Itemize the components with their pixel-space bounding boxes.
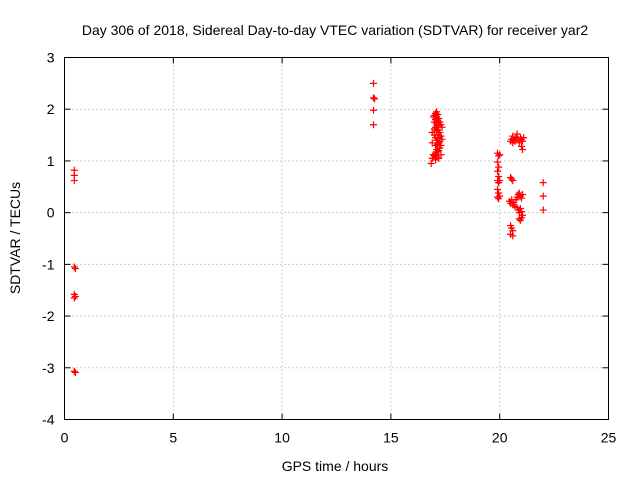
data-point [515,189,523,197]
data-point [494,185,502,193]
data-points [70,79,547,376]
data-point [435,115,443,123]
plot-frame [64,57,609,420]
data-point [71,368,79,376]
data-point [495,172,503,180]
data-point [515,139,523,147]
data-point [509,177,517,185]
data-point [517,208,525,216]
y-axis-label: SDTVAR / TECUs [7,182,23,294]
data-point [495,163,503,171]
data-point [433,127,441,135]
data-point [539,206,547,214]
data-point [369,79,377,87]
y-tick-label: -3 [42,360,55,376]
data-point [371,95,379,103]
data-point [427,160,435,168]
y-tick-label: 1 [47,153,55,169]
data-point [519,137,527,145]
axis-ticks [64,57,609,420]
data-point [430,152,438,160]
chart-title: Day 306 of 2018, Sidereal Day-to-day VTE… [82,22,588,38]
data-point [516,205,524,213]
data-point [437,141,445,149]
data-point [70,294,78,302]
x-tick-label: 10 [274,430,290,446]
data-point [539,192,547,200]
data-point [437,132,445,140]
data-point [369,94,377,102]
data-point [435,154,443,162]
y-tick-label: -2 [42,308,55,324]
data-point [496,192,504,200]
x-tick-label: 5 [169,430,177,446]
data-point [496,177,504,185]
data-point [494,167,502,175]
data-point [434,148,442,156]
data-point [70,177,78,185]
data-point [436,128,444,136]
data-point [508,175,516,183]
data-point [513,130,521,138]
data-point [517,214,525,222]
data-point [437,151,445,159]
x-tick-label: 15 [383,430,399,446]
data-point [369,121,377,129]
x-tick-label: 20 [492,430,508,446]
data-point [438,135,446,143]
data-point [509,227,517,235]
x-axis-tick-labels: 0 5 10 15 20 25 [61,430,617,446]
x-axis-label: GPS time / hours [282,458,389,474]
data-point [434,110,442,118]
x-tick-label: 0 [61,430,69,446]
data-point [495,152,503,160]
data-point [520,134,528,142]
data-point [517,194,525,202]
y-tick-label: 0 [47,205,55,221]
y-tick-label: -4 [42,412,55,428]
data-point [369,106,377,114]
data-point [519,191,527,199]
y-tick-label: 2 [47,101,55,117]
data-point [71,264,79,272]
data-point [432,156,440,164]
data-point [70,367,78,375]
data-point [539,179,547,187]
y-tick-label: -1 [42,256,55,272]
data-point [517,142,525,150]
data-point [509,132,517,140]
data-point [494,158,502,166]
y-tick-label: 3 [47,50,55,66]
x-tick-label: 25 [601,430,617,446]
data-point [519,146,527,154]
grid-lines [64,57,609,420]
data-point [438,123,446,131]
data-point [71,292,79,300]
y-axis-tick-labels: -4 -3 -2 -1 0 1 2 3 [42,50,55,428]
data-point [496,151,504,159]
data-point [70,263,78,271]
